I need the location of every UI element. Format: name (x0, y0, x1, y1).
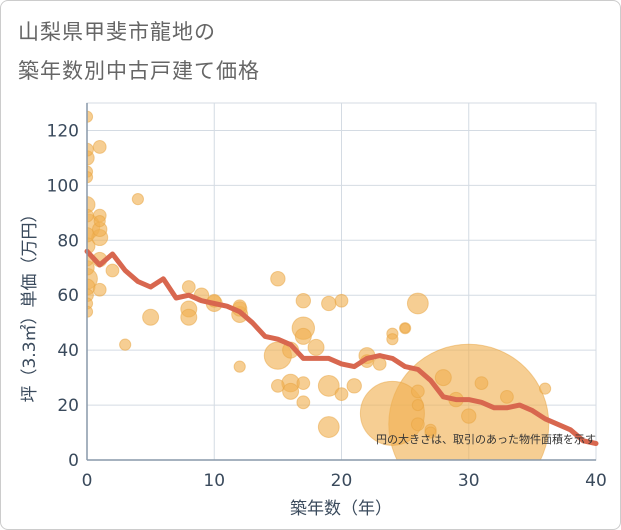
data-bubble (334, 293, 349, 308)
chart-title-line-1: 山梨県甲斐市龍地の (18, 20, 216, 44)
data-bubble (424, 426, 437, 439)
data-bubble (295, 293, 312, 309)
chart-title-line-2: 築年数別中古戸建て価格 (18, 59, 260, 83)
y-tick-label: 80 (57, 231, 79, 251)
y-axis-label: 坪（3.3㎡）単価（万円） (20, 205, 40, 402)
data-bubble (270, 378, 285, 393)
data-bubble (386, 333, 399, 346)
data-bubble (461, 408, 477, 424)
data-bubble (181, 280, 196, 294)
x-tick-label: 10 (203, 471, 225, 491)
data-bubble (180, 308, 198, 326)
size-annotation: 円の大きさは、取引のあった物件面積を示す (376, 432, 596, 446)
data-bubble (105, 263, 120, 278)
data-bubble (317, 374, 340, 397)
data-bubble (406, 292, 429, 315)
average-line-group (84, 248, 599, 446)
data-bubble (142, 308, 160, 326)
data-bubble (119, 338, 132, 351)
data-bubble (92, 140, 107, 154)
x-axis-label: 築年数（年） (290, 499, 392, 519)
y-tick-label: 20 (57, 396, 79, 416)
x-tick-label: 0 (82, 471, 93, 491)
data-bubble (346, 378, 362, 394)
data-bubble (539, 382, 552, 395)
data-bubble (410, 384, 425, 399)
data-bubble (334, 387, 349, 401)
y-tick-label: 40 (57, 341, 79, 361)
y-tick-label: 60 (57, 286, 79, 306)
data-bubble (296, 395, 311, 410)
data-bubble (92, 282, 107, 297)
data-bubble (317, 416, 340, 438)
data-bubble (87, 196, 96, 214)
data-bubble (474, 376, 489, 391)
x-tick-label: 40 (585, 471, 607, 491)
data-bubble (321, 295, 337, 312)
data-bubble (399, 322, 411, 334)
data-bubble (296, 376, 311, 391)
y-tick-label: 100 (47, 176, 79, 196)
bubble-series (87, 110, 552, 460)
data-bubble (500, 389, 514, 404)
y-tick-label: 120 (47, 121, 79, 141)
data-bubble (434, 369, 452, 387)
data-bubble (372, 356, 387, 371)
data-bubble (233, 360, 246, 373)
data-bubble (270, 271, 286, 287)
y-tick-label: 0 (68, 451, 79, 471)
data-bubble (410, 417, 425, 432)
data-bubble (131, 193, 144, 206)
x-tick-label: 30 (458, 471, 480, 491)
data-bubble (93, 214, 106, 228)
data-bubble (294, 327, 312, 345)
data-bubble (359, 380, 425, 446)
data-bubble (282, 382, 300, 400)
x-tick-label: 20 (331, 471, 353, 491)
axes: 0 10 20 30 40 0 20 40 60 80 100 120 (47, 103, 607, 491)
average-price-line (84, 248, 599, 446)
data-bubble (307, 338, 325, 356)
data-bubble (411, 398, 424, 412)
